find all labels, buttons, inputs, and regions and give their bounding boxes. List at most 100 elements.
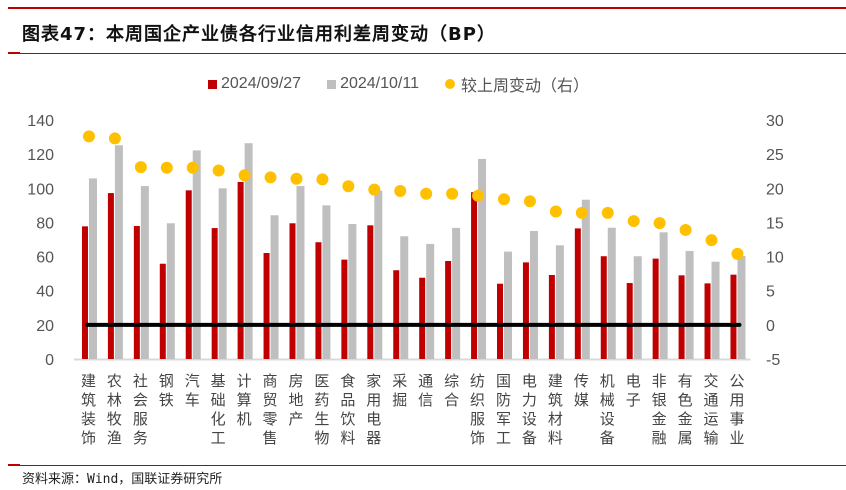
y-left-tick-label: 0: [45, 352, 54, 369]
bar-2024-09-27: [315, 242, 322, 359]
point-weekly-change: [238, 169, 251, 182]
bar-2024-10-11: [244, 143, 253, 359]
bar-2024-09-27: [341, 259, 348, 359]
bar-2024-10-11: [737, 256, 746, 359]
y-right-tick-label: 25: [766, 147, 784, 164]
point-weekly-change: [394, 185, 407, 198]
x-tick-label: 建筑材料: [547, 372, 563, 447]
bar-2024-09-27: [367, 225, 374, 359]
bar-2024-09-27: [133, 226, 140, 359]
y-right-tick-label: -5: [766, 352, 780, 369]
point-weekly-change: [420, 187, 433, 200]
legend-swatch-gray: [327, 79, 337, 89]
bar-2024-10-11: [555, 245, 564, 359]
point-weekly-change: [134, 161, 147, 174]
point-weekly-change: [472, 189, 485, 202]
x-tick-label: 国防军工: [495, 372, 511, 447]
bar-2024-10-11: [607, 227, 616, 359]
point-weekly-change: [523, 195, 536, 208]
y-right-tick-label: 30: [766, 113, 784, 130]
y-right-tick-label: 10: [766, 250, 784, 267]
bar-2024-10-11: [400, 236, 409, 359]
x-tick-label: 有色金属: [677, 372, 693, 447]
bar-2024-09-27: [289, 223, 296, 359]
point-weekly-change: [212, 164, 225, 177]
point-weekly-change: [290, 172, 303, 185]
bar-2024-09-27: [107, 193, 114, 359]
x-tick-label: 电子: [625, 372, 641, 409]
bar-2024-10-11: [348, 223, 357, 359]
y-left-tick-label: 120: [27, 147, 54, 164]
bar-2024-09-27: [185, 190, 192, 359]
y-right-tick-label: 15: [766, 215, 784, 232]
x-tick-label: 公用事业: [729, 372, 745, 447]
bar-2024-09-27: [81, 226, 88, 359]
y-left-tick-label: 20: [36, 318, 54, 335]
x-tick-label: 纺织服饰: [470, 372, 486, 447]
bar-2024-09-27: [159, 263, 166, 359]
x-tick-label: 建筑装饰: [80, 372, 96, 447]
x-tick-label: 食品饮料: [340, 372, 356, 447]
point-weekly-change: [264, 171, 277, 184]
bar-2024-09-27: [211, 228, 218, 359]
bar-2024-10-11: [478, 158, 487, 359]
bar-2024-09-27: [704, 283, 711, 359]
y-left-tick-label: 140: [27, 113, 54, 130]
bar-2024-10-11: [659, 232, 668, 359]
bar-2024-09-27: [471, 192, 478, 359]
footer-rule: [8, 465, 846, 466]
legend-swatch-red: [208, 79, 217, 89]
y-right-tick-label: 20: [766, 181, 784, 198]
y-right-tick-label: 0: [766, 318, 775, 335]
bar-2024-10-11: [322, 205, 331, 359]
legend-item-2024-09-27: 2024/09/27: [208, 75, 301, 93]
bar-2024-10-11: [140, 186, 149, 359]
x-tick-label: 医药生物: [314, 372, 330, 447]
point-weekly-change: [186, 161, 199, 174]
bar-2024-10-11: [114, 145, 123, 359]
bar-2024-09-27: [419, 277, 426, 359]
bar-2024-10-11: [711, 261, 720, 359]
x-tick-label: 交通运输: [703, 372, 719, 447]
title-rule: [8, 53, 846, 54]
bar-2024-09-27: [522, 262, 529, 359]
bar-2024-09-27: [445, 261, 452, 359]
bar-2024-10-11: [192, 150, 201, 359]
bar-2024-10-11: [685, 250, 694, 359]
x-tick-label: 房地产: [288, 372, 304, 428]
point-weekly-change: [705, 234, 718, 247]
point-weekly-change: [653, 217, 666, 230]
legend-label: 较上周变动（右）: [460, 78, 589, 95]
chart-title: 图表47：本周国企产业债各行业信用利差周变动（BP）: [22, 24, 496, 45]
point-weekly-change: [549, 205, 562, 218]
bar-2024-09-27: [393, 270, 400, 359]
point-weekly-change: [627, 215, 640, 228]
x-tick-label: 家用电器: [366, 372, 382, 447]
x-tick-label: 采掘: [392, 372, 408, 409]
point-weekly-change: [498, 193, 511, 206]
legend-label: 2024/09/27: [221, 75, 302, 92]
legend-item-weekly-change: 较上周变动（右）: [444, 72, 589, 96]
top-rule: [8, 7, 846, 9]
legend-label: 2024/10/11: [340, 75, 419, 92]
point-weekly-change: [575, 206, 588, 219]
point-weekly-change: [601, 206, 614, 219]
point-weekly-change: [731, 247, 744, 260]
bar-2024-10-11: [218, 188, 227, 359]
bar-2024-09-27: [652, 258, 659, 359]
bar-2024-10-11: [166, 223, 175, 359]
y-left-tick-label: 40: [36, 284, 54, 301]
bar-2024-09-27: [730, 274, 737, 359]
bar-2024-10-11: [270, 215, 279, 359]
y-right-tick-label: 5: [766, 284, 775, 301]
bar-2024-10-11: [452, 227, 461, 359]
point-weekly-change: [108, 132, 121, 145]
legend: 2024/09/27 2024/10/11 较上周变动（右）: [208, 72, 615, 96]
x-tick-label: 机械设备: [599, 372, 615, 447]
point-weekly-change: [316, 173, 329, 186]
legend-swatch-dot: [444, 79, 455, 89]
x-tick-label: 商贸零售: [262, 372, 278, 447]
x-tick-label: 钢铁: [158, 372, 174, 409]
footer-rule-accent: [8, 464, 20, 466]
